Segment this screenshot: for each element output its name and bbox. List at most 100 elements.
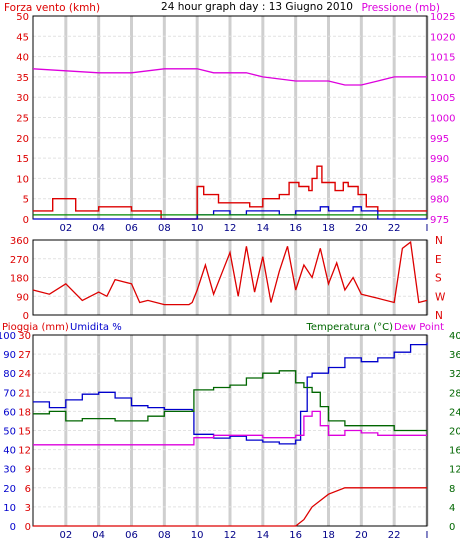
- temperature-axis-label: Temperatura (°C): [305, 322, 393, 333]
- p3-x-tick-label: 04: [92, 530, 105, 541]
- p3-temperature-tick-label: 4: [449, 503, 455, 514]
- series-temperature-line: [33, 370, 427, 432]
- p1-left-tick-label: 20: [16, 134, 29, 145]
- p3-rain-tick-label: 15: [18, 427, 31, 438]
- p3-rain-tick-label: 12: [18, 446, 31, 457]
- p1-right-tick-label: 1025: [430, 12, 455, 23]
- p3-rain-tick-label: 18: [18, 407, 31, 418]
- p2-left-tick-label: 180: [10, 274, 29, 285]
- p1-x-tick-label: 16: [289, 223, 302, 234]
- p1-left-tick-label: 25: [16, 114, 29, 125]
- series-pressure-line: [32, 68, 427, 86]
- p3-temperature-tick-label: 32: [449, 369, 460, 380]
- p3-temperature-tick-label: 12: [449, 465, 460, 476]
- p1-right-tick-label: 1010: [430, 73, 455, 84]
- p1-right-tick-label: 1000: [430, 114, 455, 125]
- p2-compass-label: W: [435, 291, 446, 303]
- series-layer: [32, 68, 428, 527]
- p2-left-tick-label: 0: [23, 311, 29, 322]
- p3-rain-tick-label: 21: [18, 388, 31, 399]
- p3-humidity-tick-label: 100: [0, 331, 16, 342]
- p3-rain-tick-label: 30: [18, 331, 31, 342]
- p3-humidity-tick-label: 50: [3, 427, 16, 438]
- p3-rain-tick-label: 9: [25, 465, 31, 476]
- p1-left-tick-label: 40: [16, 53, 29, 64]
- p3-x-tick-label: 22: [388, 530, 401, 541]
- p1-frame: [32, 15, 428, 220]
- p3-humidity-tick-label: 60: [3, 407, 16, 418]
- p2-compass-label: N: [435, 310, 443, 322]
- p1-right-tick-label: 985: [430, 174, 449, 185]
- p1-x-tick-label: 18: [322, 223, 335, 234]
- p1-x-tick-label: 12: [224, 223, 237, 234]
- p3-rain-tick-label: 27: [18, 350, 31, 361]
- p1-x-tick-label: 20: [355, 223, 368, 234]
- p3-rain-tick-label: 24: [18, 369, 31, 380]
- tick-label-layer: 02 04 06 08 10 12 14 16 18 20 22 I05101520253035404…: [0, 12, 460, 541]
- p1-right-tick-label: 1020: [430, 32, 455, 43]
- p3-temperature-tick-label: 36: [449, 350, 460, 361]
- p3-humidity-tick-label: 90: [3, 350, 16, 361]
- p3-x-tick-label: 14: [256, 530, 269, 541]
- p1-right-tick-label: 990: [430, 154, 449, 165]
- p1-left-tick-label: 35: [16, 73, 29, 84]
- p3-rain-tick-label: 0: [25, 522, 31, 533]
- p3-x-tick-label: I: [426, 530, 429, 541]
- p1-x-tick-label: 04: [92, 223, 105, 234]
- grid-layer: [33, 15, 429, 527]
- p1-left-tick-label: 50: [16, 12, 29, 23]
- p2-left-tick-label: 270: [10, 255, 29, 266]
- series-dew-point-line: [33, 410, 427, 446]
- p1-right-tick-label: 980: [430, 195, 449, 206]
- p3-temperature-tick-label: 8: [449, 484, 455, 495]
- p3-temperature-tick-label: 16: [449, 446, 460, 457]
- p3-x-tick-label: 02: [59, 530, 72, 541]
- dew-point-axis-label: Dew Point: [394, 322, 444, 333]
- p3-temperature-tick-label: 40: [449, 331, 460, 342]
- p3-humidity-tick-label: 30: [3, 465, 16, 476]
- p1-x-tick-label: 08: [158, 223, 171, 234]
- p1-left-tick-label: 45: [16, 32, 29, 43]
- p1-left-tick-label: 5: [23, 195, 29, 206]
- series-wind-gust-line: [33, 165, 427, 220]
- p1-right-tick-label: 975: [430, 215, 449, 226]
- p3-humidity-tick-label: 40: [3, 446, 16, 457]
- p1-left-tick-label: 10: [16, 174, 29, 185]
- p3-humidity-tick-label: 0: [10, 522, 16, 533]
- series-humidity-line: [33, 342, 428, 445]
- p3-humidity-tick-label: 20: [3, 484, 16, 495]
- p3-rain-tick-label: 6: [25, 484, 31, 495]
- p2-compass-label: N: [435, 235, 443, 247]
- p1-x-tick-label: 14: [256, 223, 269, 234]
- p2-compass-label: S: [435, 273, 442, 285]
- p1-right-tick-label: 995: [430, 134, 449, 145]
- p2-compass-label: E: [435, 254, 442, 266]
- p2-frame: [32, 239, 428, 316]
- p1-right-tick-label: 1005: [430, 93, 455, 104]
- chart-title: 24 hour graph day : 13 Giugno 2010: [161, 1, 353, 13]
- p2-left-tick-label: 90: [16, 292, 29, 303]
- wind-axis-label: Forza vento (kmh): [4, 2, 100, 14]
- p3-x-tick-label: 20: [355, 530, 368, 541]
- series-wind-direction-line: [32, 240, 428, 306]
- series-rain-line: [33, 487, 427, 527]
- p3-x-tick-label: 16: [289, 530, 302, 541]
- p3-x-tick-label: 18: [322, 530, 335, 541]
- p1-x-tick-label: 22: [388, 223, 401, 234]
- p1-left-tick-label: 30: [16, 93, 29, 104]
- p1-x-tick-label: 06: [125, 223, 138, 234]
- p3-x-tick-label: 10: [191, 530, 204, 541]
- p3-humidity-tick-label: 80: [3, 369, 16, 380]
- p2-left-tick-label: 360: [10, 236, 29, 247]
- p3-humidity-tick-label: 10: [3, 503, 16, 514]
- p3-temperature-tick-label: 0: [449, 522, 455, 533]
- p3-x-tick-label: 06: [125, 530, 138, 541]
- p3-temperature-tick-label: 20: [449, 427, 460, 438]
- rain-axis-label: Pioggia (mm): [2, 322, 69, 333]
- p3-x-tick-label: 08: [158, 530, 171, 541]
- p1-x-tick-label: 10: [191, 223, 204, 234]
- p3-rain-tick-label: 3: [25, 503, 31, 514]
- p3-x-tick-label: 12: [224, 530, 237, 541]
